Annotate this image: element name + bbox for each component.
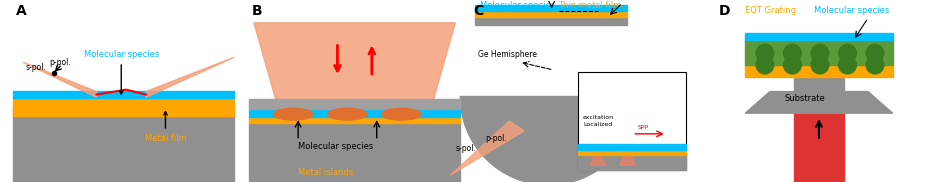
Bar: [475, 17, 628, 25]
Polygon shape: [451, 121, 524, 175]
Text: SPP: SPP: [637, 125, 649, 130]
Bar: [578, 150, 687, 155]
Text: B: B: [252, 4, 262, 18]
Bar: [578, 144, 687, 150]
Circle shape: [866, 56, 883, 74]
Text: EOT Grating: EOT Grating: [746, 6, 796, 15]
Bar: [249, 123, 460, 182]
Polygon shape: [146, 57, 234, 98]
Text: A: A: [16, 4, 27, 18]
Text: p-pol.: p-pol.: [485, 134, 507, 143]
Circle shape: [756, 44, 774, 62]
Text: Thin metal film: Thin metal film: [558, 1, 622, 10]
Bar: [13, 108, 234, 182]
Text: s-pol.: s-pol.: [456, 144, 476, 153]
Wedge shape: [460, 96, 637, 182]
Bar: [578, 72, 687, 170]
Ellipse shape: [381, 108, 421, 120]
Ellipse shape: [327, 108, 367, 120]
Bar: [746, 33, 893, 40]
Text: Molecular species: Molecular species: [480, 1, 555, 10]
Text: excitation: excitation: [583, 115, 614, 120]
Circle shape: [811, 44, 828, 62]
Ellipse shape: [274, 108, 313, 120]
Bar: [249, 117, 460, 123]
Text: C: C: [473, 4, 483, 18]
Circle shape: [866, 44, 883, 62]
Bar: [746, 40, 893, 65]
Circle shape: [784, 44, 802, 62]
Text: Localized: Localized: [583, 122, 612, 127]
Bar: [13, 91, 234, 98]
Bar: [578, 155, 687, 170]
Polygon shape: [254, 23, 456, 109]
Circle shape: [839, 56, 856, 74]
Bar: [794, 113, 844, 182]
Polygon shape: [23, 62, 97, 98]
Bar: [13, 98, 234, 116]
Circle shape: [756, 56, 774, 74]
Text: Metal islands: Metal islands: [298, 168, 354, 177]
Polygon shape: [590, 149, 606, 165]
Circle shape: [784, 56, 802, 74]
Text: Molecular species: Molecular species: [298, 142, 374, 151]
Bar: [249, 99, 460, 109]
Text: D: D: [719, 4, 730, 18]
Polygon shape: [746, 92, 893, 113]
Text: Substrate: Substrate: [785, 94, 825, 103]
Text: Metal film: Metal film: [145, 112, 186, 143]
Circle shape: [811, 56, 828, 74]
Bar: [249, 109, 460, 117]
Text: Ge Hemisphere: Ge Hemisphere: [478, 50, 537, 59]
Bar: [475, 11, 628, 17]
Text: Molecular species: Molecular species: [84, 50, 159, 94]
Bar: [794, 77, 844, 92]
Bar: [475, 5, 628, 11]
Text: Molecular species: Molecular species: [814, 6, 889, 15]
Text: p-pol.: p-pol.: [49, 58, 71, 67]
Bar: [746, 65, 893, 77]
Circle shape: [839, 44, 856, 62]
Text: s-pol.: s-pol.: [26, 63, 47, 72]
Polygon shape: [619, 149, 635, 165]
